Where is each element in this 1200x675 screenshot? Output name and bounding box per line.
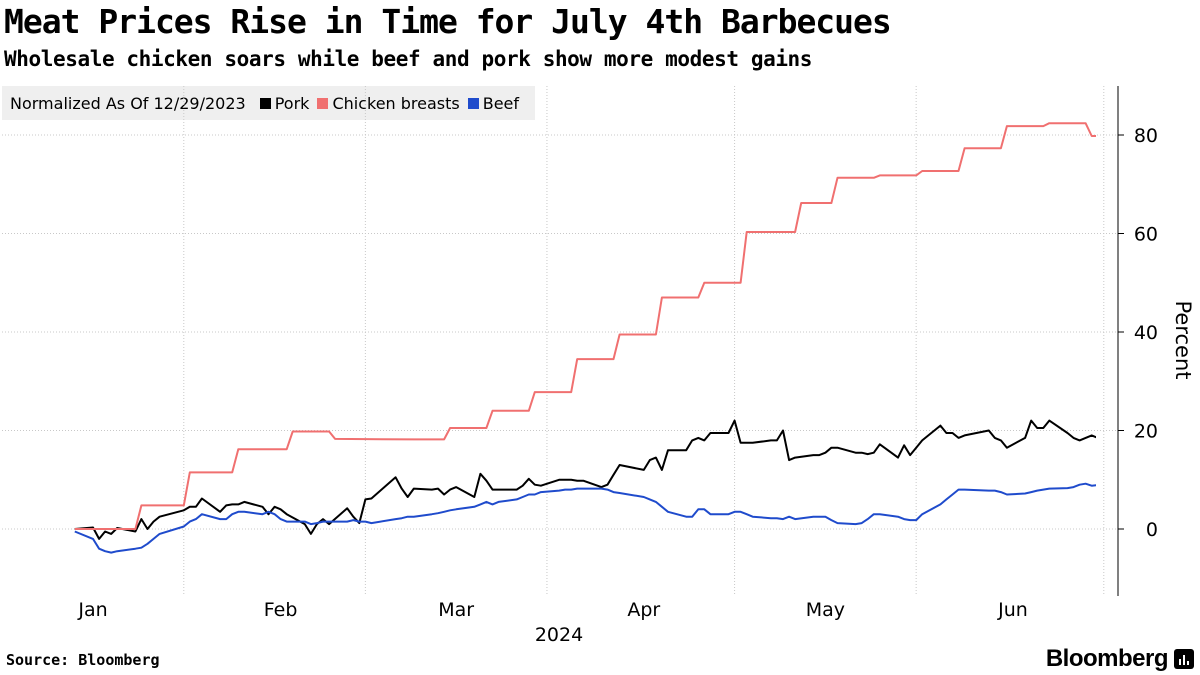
source-note: Source: Bloomberg [6,651,160,669]
x-axis-label: 2024 [535,624,583,646]
y-tick-label-40: 40 [1134,322,1158,344]
y-tick-label-0: 0 [1146,519,1158,541]
y-tick-label-20: 20 [1134,421,1158,443]
legend-label-pork: Pork [274,93,310,113]
brand-logo: Bloomberg [1045,645,1169,672]
x-tick-label-apr: Apr [627,599,660,621]
legend-swatch-pork [259,97,271,109]
series-line-beef [74,482,1096,554]
series-line-chicken-breasts [74,122,1096,530]
bloomberg-terminal-icon [1174,649,1194,669]
legend-entry-pork: Pork [259,93,310,113]
x-tick-label-may: May [806,599,845,621]
chart-subtitle: Wholesale chicken soars while beef and p… [4,47,813,71]
x-tick-label-feb: Feb [264,599,298,621]
legend-swatch-chicken-breasts [317,97,329,109]
x-tick-label-jan: Jan [77,599,107,621]
legend-entry-chicken-breasts: Chicken breasts [317,93,460,113]
legend-note: Normalized As Of 12/29/2023 [10,93,246,113]
x-tick-label-mar: Mar [438,599,474,621]
series-line-pork [74,419,1096,540]
y-tick-label-80: 80 [1134,125,1158,147]
legend-swatch-beef [467,97,479,109]
x-tick-label-jun: Jun [997,599,1028,621]
legend-entry-beef: Beef [467,93,520,113]
legend: Normalized As Of 12/29/2023 Pork Chicken… [2,86,536,120]
y-tick-label-60: 60 [1134,224,1158,246]
y-axis-label: Percent [1171,300,1195,379]
legend-label-beef: Beef [482,93,520,113]
legend-label-chicken-breasts: Chicken breasts [332,93,460,113]
chart-title: Meat Prices Rise in Time for July 4th Ba… [4,2,892,41]
